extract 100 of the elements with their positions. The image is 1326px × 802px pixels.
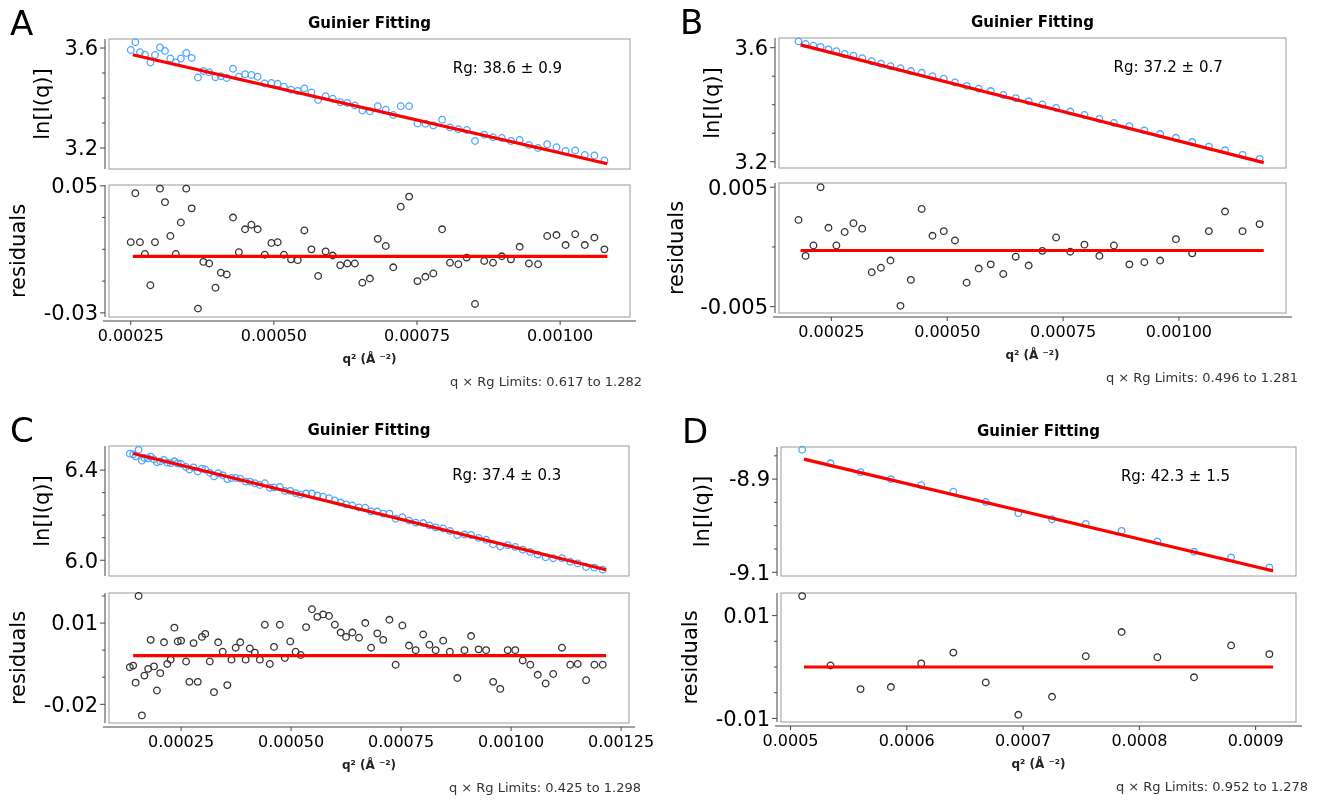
point: [794, 37, 803, 46]
text: A: [10, 3, 34, 43]
point: [999, 269, 1008, 278]
x-tick-label: 0.00075: [383, 326, 451, 345]
point: [1095, 115, 1104, 123]
y-tick-label: -8.9: [729, 467, 770, 492]
text: q × Rg Limits: 0.496 to 1.281: [1105, 370, 1298, 385]
point: [951, 236, 959, 245]
point: [974, 84, 983, 93]
point: [1095, 251, 1104, 260]
point: [1140, 258, 1149, 267]
point: [1080, 111, 1089, 119]
y-tick-label: 3.6: [734, 36, 768, 61]
y-tick-label: 0.01: [51, 611, 98, 636]
point: [896, 64, 905, 73]
x-tick-label: 0.0007: [995, 731, 1052, 750]
point: [1221, 207, 1230, 216]
y-tick-label: -0.02: [43, 692, 98, 717]
point: [876, 59, 885, 68]
point: [986, 260, 995, 269]
point: [849, 219, 858, 228]
y-tick-label: 6.4: [64, 458, 98, 483]
point: [801, 251, 810, 260]
chart-title: Guinier Fitting: [970, 13, 1095, 31]
x-tick-label: 0.00025: [798, 322, 865, 341]
annotation: Rg: 37.2 ± 0.7: [1113, 58, 1223, 76]
y-axis-title: residuals: [664, 200, 688, 296]
point: [832, 241, 841, 250]
point: [981, 498, 990, 506]
point: [939, 227, 948, 236]
x-tick-label: 0.0009: [1227, 731, 1284, 750]
point: [1080, 240, 1089, 249]
point: [999, 91, 1008, 99]
x-tick-label: 0.00050: [914, 322, 981, 341]
point: [1255, 220, 1264, 229]
point: [1109, 241, 1118, 250]
point: [1109, 119, 1118, 127]
point: [1052, 233, 1061, 242]
y-axis-title: residuals: [678, 610, 702, 705]
text: C: [10, 410, 34, 450]
point: [917, 481, 926, 490]
point: [1011, 252, 1020, 261]
point: [794, 215, 803, 224]
point: [876, 263, 885, 272]
x-axis-title: q² (Å ⁻²): [1005, 347, 1060, 362]
point: [886, 256, 895, 265]
point: [798, 445, 807, 454]
point: [917, 204, 926, 213]
point: [962, 81, 971, 90]
y-axis-title: ln[I(q)]: [700, 67, 724, 139]
point: [1238, 227, 1247, 236]
annotation: Rg: 42.3 ± 1.5: [1120, 467, 1231, 485]
point: [1011, 94, 1020, 103]
y-tick-label: -0.03: [43, 301, 98, 326]
y-axis-title: ln[I(q)]: [690, 475, 714, 548]
point: [1052, 103, 1061, 112]
chart-title: Guinier Fitting: [307, 14, 432, 32]
y-tick-label: 3.6: [64, 36, 98, 61]
point: [962, 278, 971, 287]
annotation: Rg: 37.4 ± 0.3: [452, 466, 562, 484]
point: [981, 678, 990, 687]
point: [840, 50, 849, 58]
chart-title: Guinier Fitting: [976, 422, 1101, 440]
point: [867, 57, 876, 66]
point: [1140, 126, 1149, 135]
point: [1117, 628, 1126, 636]
x-axis-title: q² (Å ⁻²): [342, 351, 397, 366]
point: [1048, 515, 1056, 524]
point: [1190, 673, 1198, 682]
point: [867, 268, 876, 277]
x-tick-label: 0.0008: [1111, 731, 1168, 750]
text: D: [682, 411, 709, 451]
x-tick-label: 0.00100: [527, 326, 594, 345]
point: [896, 301, 905, 310]
point: [1204, 227, 1213, 236]
x-tick-label: 0.00075: [367, 732, 435, 751]
point: [1038, 246, 1047, 255]
point: [906, 275, 915, 284]
point: [1153, 653, 1162, 662]
text: B: [680, 2, 704, 42]
y-axis-title: residuals: [6, 610, 30, 706]
x-tick-label: 0.00125: [587, 732, 655, 751]
point: [949, 648, 958, 657]
x-tick-label: 0.00025: [147, 732, 215, 751]
point: [816, 183, 825, 192]
point: [1048, 692, 1056, 701]
point: [1156, 256, 1165, 265]
x-axis-title: q² (Å ⁻²): [1011, 756, 1066, 771]
point: [886, 475, 895, 484]
point: [809, 241, 818, 250]
point: [1066, 247, 1075, 256]
point: [906, 67, 915, 76]
y-tick-label: -0.005: [700, 295, 768, 320]
y-axis-title: ln[I(q)]: [30, 68, 54, 140]
text: q × Rg Limits: 0.425 to 1.298: [448, 780, 641, 795]
point: [886, 683, 895, 691]
point: [840, 228, 849, 236]
chart-title: Guinier Fitting: [307, 421, 431, 439]
point: [1156, 130, 1165, 139]
point: [1081, 652, 1090, 661]
